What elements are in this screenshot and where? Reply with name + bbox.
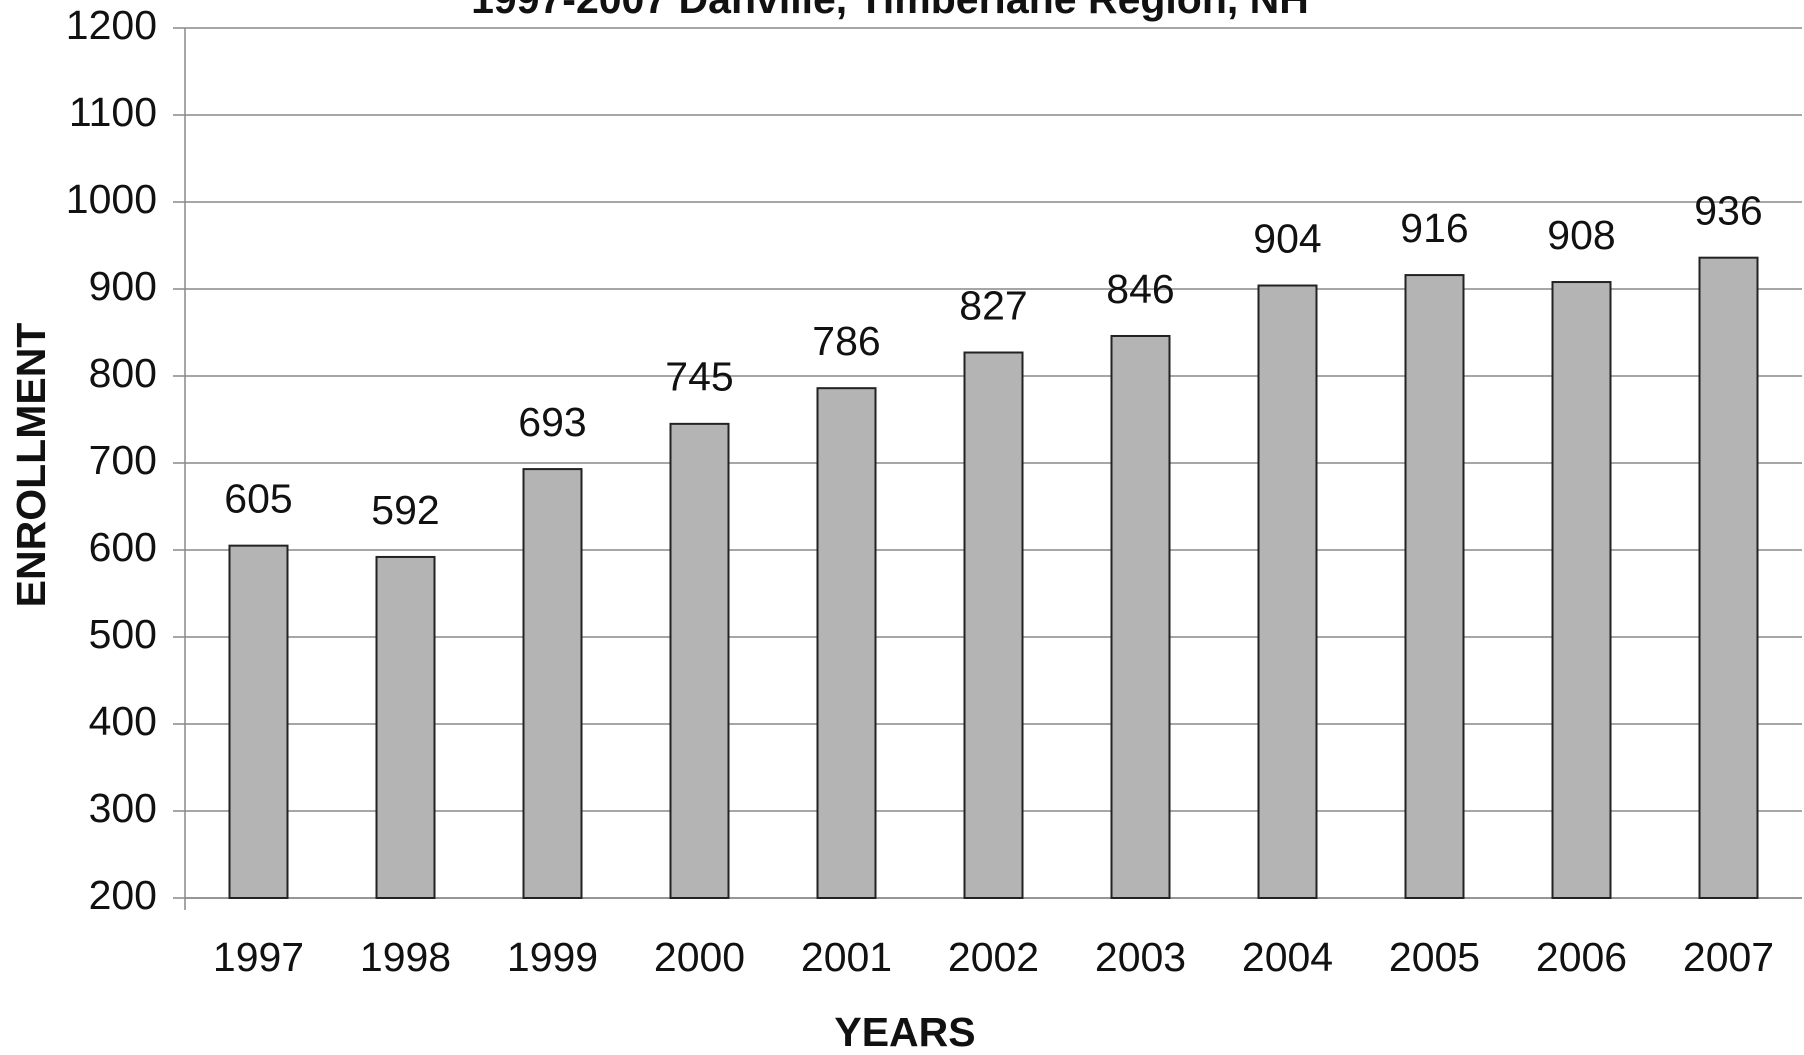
x-axis-title: YEARS xyxy=(834,1009,975,1055)
bar xyxy=(963,351,1024,899)
data-label: 693 xyxy=(518,399,586,445)
bar xyxy=(522,468,583,899)
data-label: 904 xyxy=(1253,215,1321,261)
bar xyxy=(1257,284,1318,899)
data-label: 605 xyxy=(224,475,292,521)
y-tick-label: 1000 xyxy=(66,176,157,222)
x-tick-label: 2002 xyxy=(948,934,1039,980)
data-label: 846 xyxy=(1106,266,1174,312)
x-tick-label: 2007 xyxy=(1683,934,1774,980)
x-tick-label: 1997 xyxy=(213,934,304,980)
bar xyxy=(1551,281,1612,900)
y-tick-label: 200 xyxy=(89,872,157,918)
bar xyxy=(816,387,877,899)
x-tick-label: 2003 xyxy=(1095,934,1186,980)
x-tick-label: 2006 xyxy=(1536,934,1627,980)
data-label: 827 xyxy=(959,282,1027,328)
data-label: 745 xyxy=(665,354,733,400)
data-label: 916 xyxy=(1400,205,1468,251)
y-tick-label: 500 xyxy=(89,611,157,657)
y-tick-label: 300 xyxy=(89,785,157,831)
chart-title: 1997-2007 Danville, Timberlane Region, N… xyxy=(471,0,1309,22)
x-tick-label: 2001 xyxy=(801,934,892,980)
y-tick-label: 900 xyxy=(89,263,157,309)
data-label: 786 xyxy=(812,318,880,364)
data-label: 908 xyxy=(1547,212,1615,258)
bar xyxy=(228,544,289,900)
bar xyxy=(669,422,730,899)
data-label: 592 xyxy=(371,487,439,533)
data-label: 936 xyxy=(1694,188,1762,234)
bar xyxy=(1404,274,1465,899)
x-tick-label: 2005 xyxy=(1389,934,1480,980)
y-tick-label: 1100 xyxy=(69,89,157,135)
y-axis-title: ENROLLMENT xyxy=(8,323,54,608)
x-tick-label: 2000 xyxy=(654,934,745,980)
x-tick-label: 1999 xyxy=(507,934,598,980)
bar xyxy=(375,555,436,900)
y-tick-label: 800 xyxy=(89,350,157,396)
y-tick-label: 400 xyxy=(89,698,157,744)
y-tick-label: 600 xyxy=(89,524,157,570)
bar xyxy=(1110,334,1171,900)
y-tick-label: 700 xyxy=(89,437,157,483)
bar xyxy=(1698,256,1759,899)
y-tick-label: 1200 xyxy=(66,2,157,48)
x-tick-label: 1998 xyxy=(360,934,451,980)
x-tick-label: 2004 xyxy=(1242,934,1333,980)
